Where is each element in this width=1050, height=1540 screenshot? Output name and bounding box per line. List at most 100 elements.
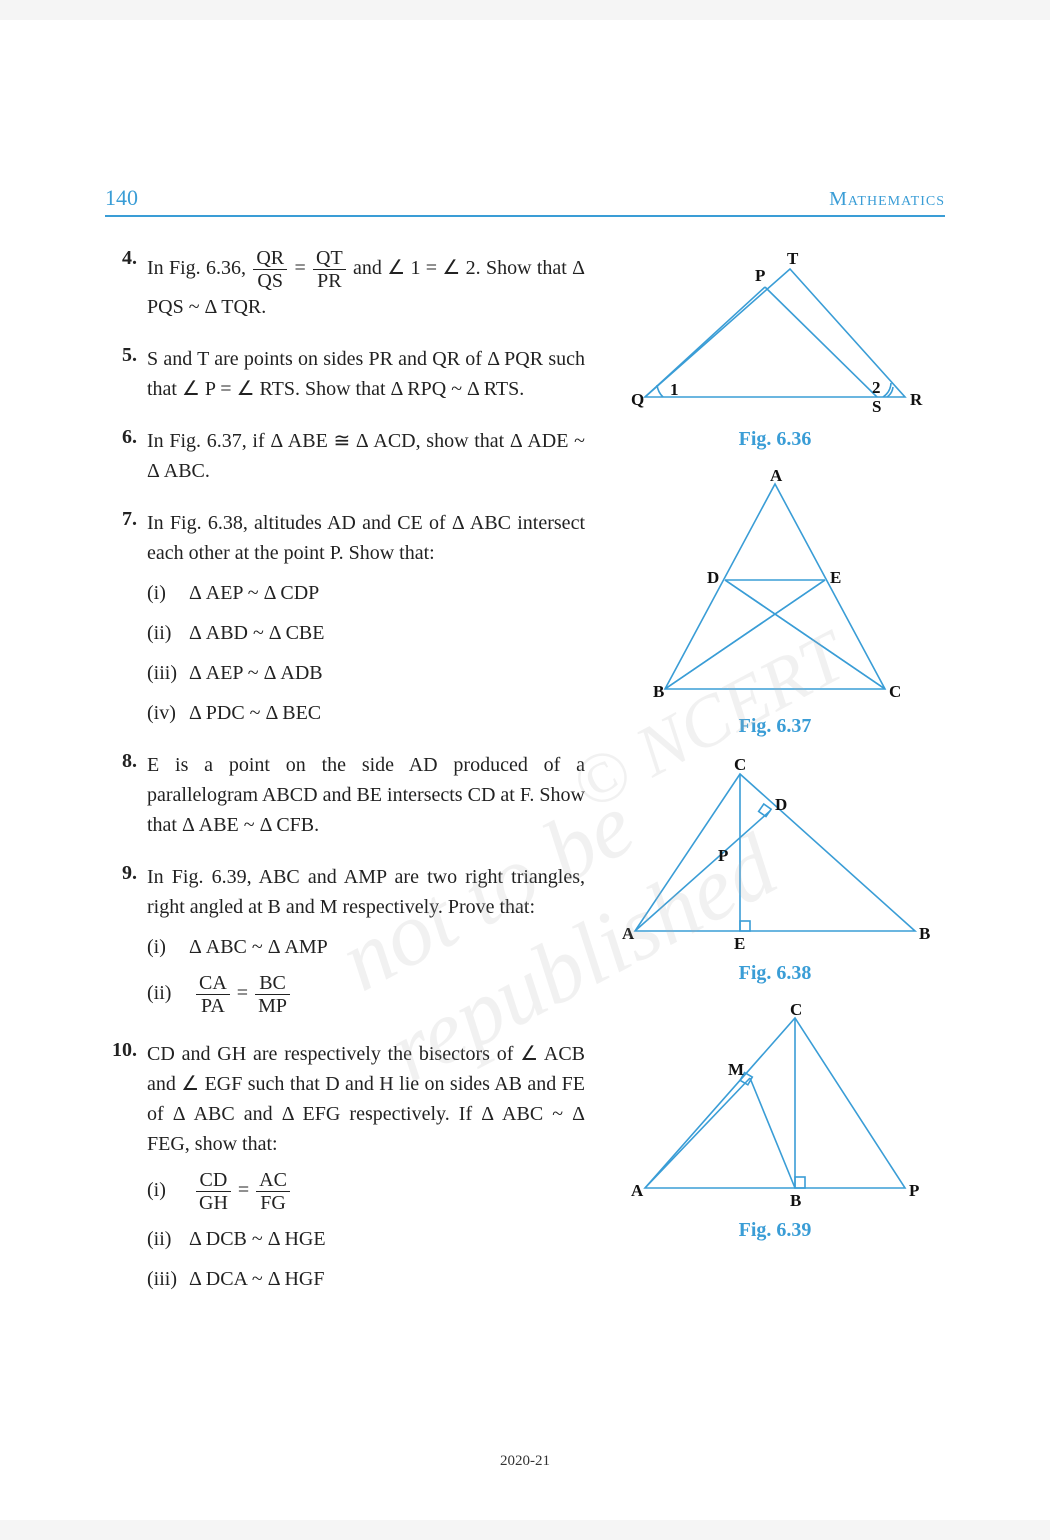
label-A: A — [631, 1181, 644, 1200]
frac-num: CD — [196, 1169, 231, 1192]
roman: (ii) — [147, 1224, 189, 1254]
problem-num: 5. — [105, 344, 147, 404]
frac-num: CA — [196, 972, 230, 995]
label-D: D — [775, 795, 787, 814]
figure-caption: Fig. 6.39 — [739, 1219, 812, 1242]
sub-item: (i)Δ ABC ~ Δ AMP — [147, 932, 585, 962]
sub-item: (iv)Δ PDC ~ Δ BEC — [147, 698, 585, 728]
problem-8: 8. E is a point on the side AD produced … — [105, 750, 585, 840]
label-C: C — [734, 756, 746, 774]
frac-num: BC — [255, 972, 290, 995]
footer-year: 2020-21 — [0, 1453, 1050, 1470]
problem-num: 10. — [105, 1039, 147, 1294]
page: not to be republished © NCERT 140 Mathem… — [0, 20, 1050, 1520]
roman: (i) — [147, 932, 189, 962]
figure-caption: Fig. 6.36 — [739, 428, 812, 451]
label-B: B — [653, 682, 664, 701]
sub-item: (i)Δ AEP ~ Δ CDP — [147, 578, 585, 608]
problem-6: 6. In Fig. 6.37, if Δ ABE ≅ Δ ACD, show … — [105, 426, 585, 486]
problem-body: In Fig. 6.37, if Δ ABE ≅ Δ ACD, show tha… — [147, 426, 585, 486]
page-header: 140 Mathematics — [105, 185, 945, 217]
frac-den: QS — [253, 270, 287, 292]
label-C: C — [790, 1003, 802, 1019]
figure-6-39: A P C M B — [615, 1003, 935, 1213]
figures-column: Q R P T S 1 2 Fig. 6.36 A — [605, 247, 945, 1316]
label-E: E — [734, 934, 745, 953]
label-Q: Q — [631, 390, 644, 409]
label-1: 1 — [670, 380, 679, 399]
sub-item: (ii)Δ DCB ~ Δ HGE — [147, 1224, 585, 1254]
label-2: 2 — [872, 378, 881, 397]
label-R: R — [910, 390, 923, 409]
sub-text: Δ PDC ~ Δ BEC — [189, 702, 321, 724]
subject-title: Mathematics — [829, 188, 945, 211]
fraction: QT PR — [313, 247, 346, 292]
sub-text: Δ ABD ~ Δ CBE — [189, 622, 324, 644]
text: In Fig. 6.38, altitudes AD and CE of Δ A… — [147, 512, 585, 564]
problem-num: 9. — [105, 862, 147, 1017]
problem-5: 5. S and T are points on sides PR and QR… — [105, 344, 585, 404]
problem-num: 4. — [105, 247, 147, 322]
problem-num: 6. — [105, 426, 147, 486]
fraction: CD GH — [196, 1169, 231, 1214]
label-T: T — [787, 249, 799, 268]
sub-item: (i) CD GH = AC FG — [147, 1169, 585, 1214]
fraction: AC FG — [256, 1169, 290, 1214]
problem-num: 7. — [105, 508, 147, 728]
frac-den: MP — [255, 995, 290, 1017]
text: In Fig. 6.36, — [147, 257, 251, 279]
equals: = — [237, 982, 253, 1004]
label-P: P — [909, 1181, 919, 1200]
label-E: E — [830, 568, 841, 587]
problem-9: 9. In Fig. 6.39, ABC and AMP are two rig… — [105, 862, 585, 1017]
roman: (iii) — [147, 658, 189, 688]
fraction: BC MP — [255, 972, 290, 1017]
frac-den: GH — [196, 1192, 231, 1214]
problems-column: 4. In Fig. 6.36, QR QS = QT PR and ∠ 1 =… — [105, 247, 585, 1316]
text: In Fig. 6.39, ABC and AMP are two right … — [147, 866, 585, 918]
problem-body: In Fig. 6.38, altitudes AD and CE of Δ A… — [147, 508, 585, 728]
label-A: A — [770, 469, 783, 485]
page-number: 140 — [105, 185, 138, 211]
frac-den: FG — [256, 1192, 290, 1214]
sub-text: Δ AEP ~ Δ ADB — [189, 662, 323, 684]
label-A: A — [622, 924, 635, 943]
roman: (iii) — [147, 1264, 189, 1294]
problem-body: CD and GH are respectively the bisectors… — [147, 1039, 585, 1294]
frac-num: AC — [256, 1169, 290, 1192]
problem-body: In Fig. 6.36, QR QS = QT PR and ∠ 1 = ∠ … — [147, 247, 585, 322]
content-area: 4. In Fig. 6.36, QR QS = QT PR and ∠ 1 =… — [105, 247, 945, 1316]
roman: (ii) — [147, 618, 189, 648]
sub-text: Δ DCA ~ Δ HGF — [189, 1268, 324, 1290]
label-M: M — [728, 1060, 744, 1079]
label-P: P — [755, 266, 765, 285]
sub-item: (ii) CA PA = BC MP — [147, 972, 585, 1017]
text: CD and GH are respectively the bisectors… — [147, 1043, 585, 1155]
label-S: S — [872, 397, 881, 416]
problem-body: In Fig. 6.39, ABC and AMP are two right … — [147, 862, 585, 1017]
roman: (i) — [147, 1175, 189, 1205]
frac-num: QR — [253, 247, 287, 270]
roman: (ii) — [147, 978, 189, 1008]
roman: (i) — [147, 578, 189, 608]
figure-6-37: A B C D E — [625, 469, 925, 709]
label-B: B — [919, 924, 930, 943]
label-D: D — [707, 568, 719, 587]
problem-body: E is a point on the side AD produced of … — [147, 750, 585, 840]
sub-item: (ii)Δ ABD ~ Δ CBE — [147, 618, 585, 648]
sub-item: (iii)Δ AEP ~ Δ ADB — [147, 658, 585, 688]
label-C: C — [889, 682, 901, 701]
frac-num: QT — [313, 247, 346, 270]
roman: (iv) — [147, 698, 189, 728]
equals: = — [238, 1179, 254, 1201]
frac-den: PA — [196, 995, 230, 1017]
problem-num: 8. — [105, 750, 147, 840]
figure-6-38: A B C D E P — [610, 756, 940, 956]
sub-text: Δ DCB ~ Δ HGE — [189, 1228, 326, 1250]
problem-4: 4. In Fig. 6.36, QR QS = QT PR and ∠ 1 =… — [105, 247, 585, 322]
problem-7: 7. In Fig. 6.38, altitudes AD and CE of … — [105, 508, 585, 728]
frac-den: PR — [313, 270, 346, 292]
figure-6-36: Q R P T S 1 2 — [615, 247, 935, 422]
label-P: P — [718, 846, 728, 865]
figure-caption: Fig. 6.37 — [739, 715, 812, 738]
